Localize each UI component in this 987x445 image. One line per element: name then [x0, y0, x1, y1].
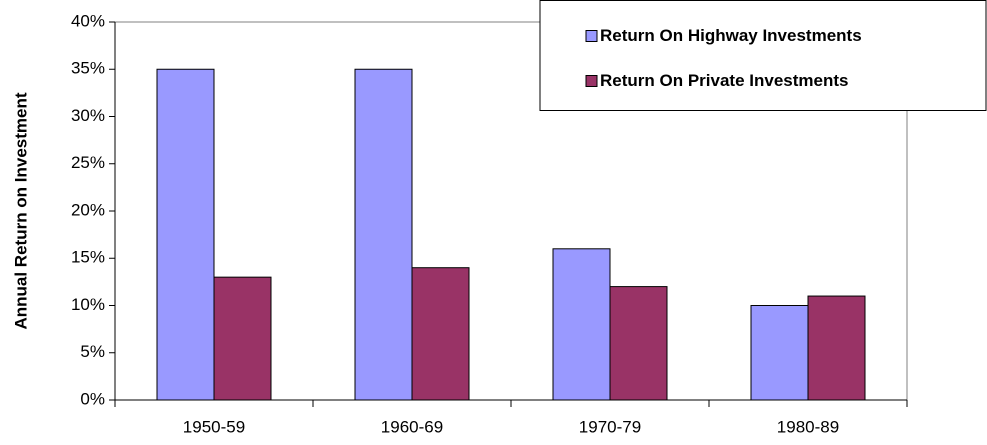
bar — [750, 305, 809, 401]
y-tick-label: 20% — [71, 200, 105, 219]
legend-swatch — [585, 75, 598, 87]
bar — [156, 68, 215, 401]
y-tick-label: 5% — [80, 342, 105, 361]
y-tick-label: 30% — [71, 106, 105, 125]
x-tick-label: 1960-69 — [381, 417, 443, 436]
y-tick-label: 10% — [71, 295, 105, 314]
legend-swatch — [585, 30, 598, 42]
x-tick-label: 1980-89 — [777, 417, 839, 436]
bar — [411, 267, 470, 401]
y-tick-label: 0% — [80, 389, 105, 408]
legend-label: Return On Private Investments — [600, 71, 848, 90]
y-tick-label: 40% — [71, 11, 105, 30]
x-tick-label: 1950-59 — [183, 417, 245, 436]
bar — [609, 286, 668, 401]
x-tick-label: 1970-79 — [579, 417, 641, 436]
y-tick-label: 25% — [71, 153, 105, 172]
bar — [807, 295, 866, 401]
bar — [213, 276, 272, 401]
bar — [354, 68, 413, 401]
legend-label: Return On Highway Investments — [600, 26, 862, 45]
y-axis-label: Annual Return on Investment — [11, 92, 30, 329]
y-tick-label: 35% — [71, 59, 105, 78]
legend-box — [539, 0, 987, 111]
y-tick-label: 15% — [71, 248, 105, 267]
bar — [552, 248, 611, 401]
